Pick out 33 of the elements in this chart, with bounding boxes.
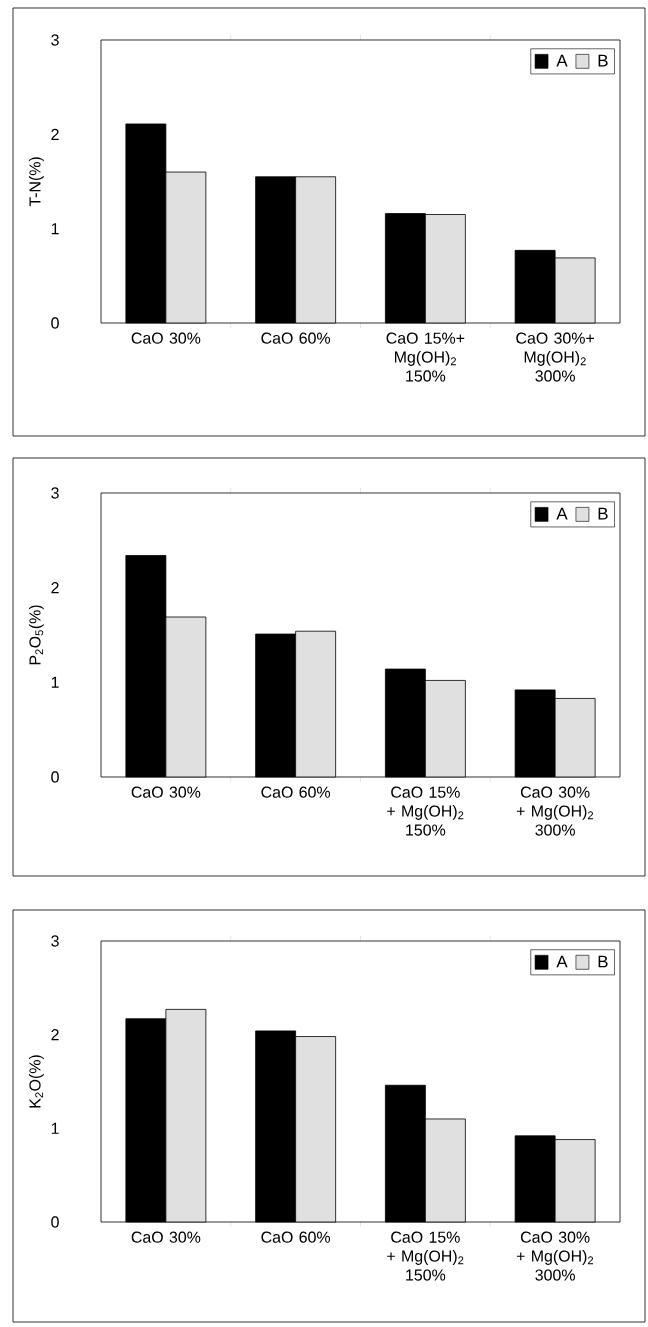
legend-label: A [556, 507, 568, 520]
y-axis-title: T-N(%) [28, 157, 44, 207]
x-tick-label: CaO 60% [261, 786, 331, 798]
y-tick-label: 0 [51, 771, 59, 783]
category-label: CaO 30% + Mg(OH)$_{2}$ 300% [516, 786, 594, 836]
y-tick-label: 3 [51, 935, 59, 947]
y-tick-label: 1 [51, 676, 59, 688]
legend-label: B [598, 54, 608, 67]
y-tick-label: 1 [51, 1122, 59, 1134]
x-tick-label: CaO 60% [261, 1231, 331, 1243]
y-tick-label: 2 [51, 128, 59, 140]
y-tick-label: 3 [51, 34, 59, 46]
y-tick-label: 2 [51, 582, 59, 594]
legend-label: B [598, 955, 608, 968]
x-tick-label: CaO 60% [261, 332, 331, 344]
legend-label: A [556, 955, 568, 968]
legend-label: B [598, 507, 608, 520]
y-axis-title: K$_{2}$O(%) [28, 1055, 44, 1108]
category-label: CaO 15% + Mg(OH)$_{2}$ 150% [387, 786, 464, 836]
category-label: CaO 15% + Mg(OH)$_{2}$ 150% [387, 1231, 464, 1281]
y-axis-title: P$_{2}$O$_{5}$(%) [28, 605, 44, 665]
x-tick-label: CaO 30% [131, 786, 201, 798]
y-tick-label: 1 [51, 223, 59, 235]
legend-label: A [556, 54, 568, 67]
x-tick-label: CaO 30% [131, 332, 201, 344]
x-tick-label: CaO 15%+ Mg(OH)$_{2}$ 150% [386, 332, 465, 382]
y-tick-label: 3 [51, 487, 59, 499]
x-tick-label: CaO 30%+ Mg(OH)$_{2}$ 300% [516, 332, 594, 382]
y-tick-label: 2 [51, 1029, 59, 1041]
y-tick-label: 0 [51, 1216, 59, 1228]
x-tick-label: CaO 30% [131, 1231, 201, 1243]
y-tick-label: 0 [51, 317, 59, 329]
category-label: CaO 30% + Mg(OH)$_{2}$ 300% [516, 1231, 594, 1281]
